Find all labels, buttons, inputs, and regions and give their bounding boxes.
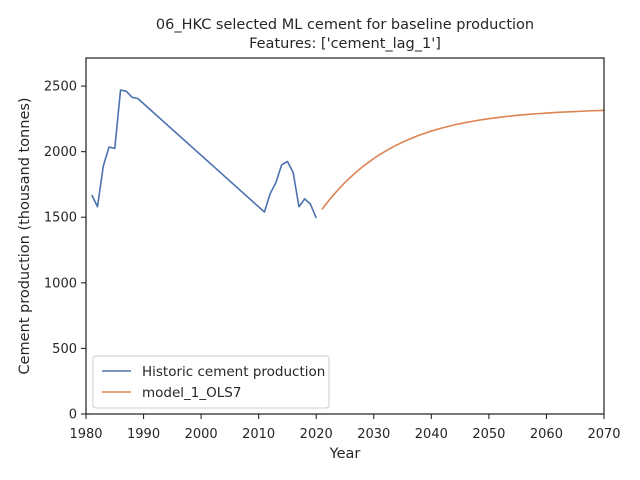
x-tick-label: 2010 <box>242 427 275 442</box>
series-line-1 <box>321 109 605 210</box>
x-tick-label: 2060 <box>530 427 563 442</box>
y-tick-label: 2000 <box>44 145 77 160</box>
chart-title: 06_HKC selected ML cement for baseline p… <box>156 17 534 33</box>
x-tick-label: 2030 <box>357 427 390 442</box>
y-tick-label: 1000 <box>44 276 77 291</box>
legend-box <box>92 355 330 409</box>
x-tick-label: 2040 <box>415 427 448 442</box>
series-layer <box>91 89 605 219</box>
x-tick-label: 2070 <box>587 427 620 442</box>
ticks-layer: 1980 1990 2000 2010 2020 2030 2040 2050 2060 2070… <box>44 80 621 442</box>
series-line-0 <box>91 89 317 219</box>
chart-subtitle: Features: ['cement_lag_1'] <box>249 36 441 52</box>
y-tick-label: 500 <box>52 342 77 357</box>
x-axis-label: Year <box>329 446 361 462</box>
legend-label-model: model_1_OLS7 <box>142 385 241 401</box>
x-tick-label: 2020 <box>300 427 333 442</box>
plot-frame <box>85 57 605 415</box>
y-tick-label: 0 <box>69 408 77 423</box>
x-tick-label: 1990 <box>127 427 160 442</box>
x-tick-label: 1980 <box>69 427 102 442</box>
y-tick-label: 2500 <box>44 80 77 95</box>
x-tick-label: 2000 <box>185 427 218 442</box>
x-tick-label: 2050 <box>472 427 505 442</box>
y-axis-label: Cement production (thousand tonnes) <box>17 97 33 374</box>
y-tick-label: 1500 <box>44 211 77 226</box>
legend: Historic cement production model_1_OLS7 <box>92 355 330 409</box>
legend-label-historic: Historic cement production <box>142 364 325 380</box>
